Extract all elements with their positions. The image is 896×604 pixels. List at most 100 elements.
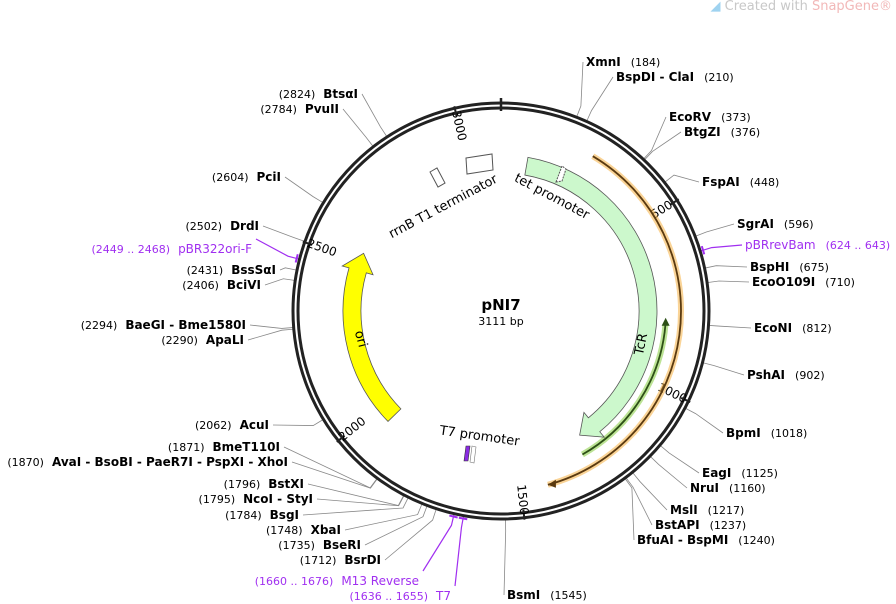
enzyme-name: BtsαI — [323, 87, 358, 101]
enzyme-site-label[interactable]: (1795) NcoI - StyI — [199, 492, 313, 506]
feature-label-tcr: TcR — [632, 332, 651, 358]
ruler-tick-label: 2500 — [305, 236, 338, 259]
orf-arc — [547, 155, 682, 486]
snapgene-logo-icon: ◢ — [710, 0, 721, 14]
plasmid-length: 3111 bp — [478, 315, 523, 328]
enzyme-position: (1018) — [771, 427, 808, 440]
enzyme-labels: XmnI (184)BspDI - ClaI (210) EcoRV (373)BtgZ… — [7, 55, 890, 603]
enzyme-position: (376) — [731, 126, 761, 139]
enzyme-site-label[interactable]: (2062) AcuI — [195, 418, 269, 432]
feature-lac-operator[interactable] — [469, 445, 477, 464]
enzyme-site-label[interactable]: (2406) BciVI — [182, 278, 261, 292]
features — [341, 153, 684, 488]
enzyme-position: (1748) — [266, 524, 303, 537]
enzyme-site-label[interactable]: XmnI (184) — [586, 55, 660, 69]
enzyme-site-label[interactable]: (2784) PvuII — [260, 102, 339, 116]
enzyme-position: (1217) — [708, 504, 745, 517]
primer-name: pBRrevBam — [745, 238, 816, 252]
enzyme-site-label[interactable]: BtgZI (376) — [684, 125, 760, 139]
enzyme-position: (710) — [825, 276, 855, 289]
enzyme-site-label[interactable]: (1735) BseRI — [278, 538, 361, 552]
enzyme-name: XmnI — [586, 55, 621, 69]
enzyme-site-label[interactable]: (1712) BsrDI — [300, 553, 381, 567]
enzyme-position: (373) — [721, 111, 751, 124]
enzyme-site-label[interactable]: PshAI (902) — [747, 368, 825, 382]
enzyme-position: (2431) — [187, 264, 224, 277]
enzyme-position: (2062) — [195, 419, 232, 432]
enzyme-name: BseRI — [323, 538, 361, 552]
enzyme-name: BsrDI — [344, 553, 381, 567]
cut-site-line — [247, 328, 293, 341]
enzyme-site-label[interactable]: EagI (1125) — [702, 466, 778, 480]
enzyme-position: (1712) — [300, 554, 337, 567]
enzyme-site-label[interactable]: NruI (1160) — [690, 481, 766, 495]
enzyme-position: (1796) — [224, 478, 261, 491]
enzyme-site-label[interactable]: (2290) ApaLI — [161, 333, 244, 347]
enzyme-name: AvaI - BsoBI - PaeR7I - PspXI - XhoI — [52, 455, 288, 469]
enzyme-site-label[interactable]: (2502) DrdI — [185, 219, 259, 233]
cut-site-line — [284, 176, 323, 203]
feature-t7-promoter[interactable] — [463, 445, 471, 462]
enzyme-site-label[interactable]: BspHI (675) — [750, 260, 829, 274]
enzyme-site-label[interactable]: FspAI (448) — [702, 175, 779, 189]
enzyme-site-label[interactable]: (1784) BsgI — [225, 508, 299, 522]
enzyme-name: AcuI — [240, 418, 269, 432]
enzyme-name: EcoNI — [754, 321, 792, 335]
cut-site-line — [703, 362, 745, 376]
cut-site-line — [644, 131, 682, 160]
enzyme-site-label[interactable]: (1796) BstXI — [224, 477, 304, 491]
enzyme-site-label[interactable]: (1748) XbaI — [266, 523, 341, 537]
cut-site-line — [707, 280, 750, 283]
feature-tet-promoter[interactable] — [555, 165, 567, 183]
enzyme-name: XbaI — [311, 523, 341, 537]
feature-label-ori: ori — [351, 329, 370, 349]
cut-site-lines — [247, 61, 752, 596]
feature-rrnb-t1-terminator-b[interactable] — [429, 167, 446, 188]
primer-label[interactable]: (1636 .. 1655) T7 — [349, 589, 451, 603]
enzyme-site-label[interactable]: MslI (1217) — [670, 503, 744, 517]
feature-tcr[interactable] — [524, 156, 658, 438]
plasmid-name: pNI7 — [481, 296, 520, 314]
enzyme-name: EcoO109I — [752, 275, 815, 289]
enzyme-name: BspHI — [750, 260, 789, 274]
enzyme-site-label[interactable]: SgrAI (596) — [737, 217, 814, 231]
enzyme-position: (1871) — [168, 441, 205, 454]
enzyme-site-label[interactable]: BfuAI - BspMI (1240) — [637, 533, 775, 547]
enzyme-site-label[interactable]: BstAPI (1237) — [655, 518, 746, 532]
primer-name: M13 Reverse — [341, 574, 419, 588]
primer-label[interactable]: pBRrevBam (624 .. 643) — [745, 238, 890, 252]
cut-site-line — [291, 461, 378, 489]
cut-site-line — [626, 477, 653, 526]
enzyme-name: BtgZI — [684, 125, 721, 139]
enzyme-site-label[interactable]: (2604) PciI — [212, 170, 281, 184]
feature-rrnb-t1-terminator-a[interactable] — [465, 153, 494, 175]
enzyme-site-label[interactable]: EcoNI (812) — [754, 321, 832, 335]
enzyme-site-label[interactable]: BsmI (1545) — [507, 588, 587, 602]
enzyme-name: BstXI — [268, 477, 304, 491]
enzyme-site-label[interactable]: (1870) AvaI - BsoBI - PaeR7I - PspXI - Xh… — [7, 455, 288, 469]
feature-ori[interactable] — [341, 252, 402, 423]
ruler-tick-label: 2000 — [336, 414, 369, 444]
ruler-tick — [453, 106, 458, 117]
enzyme-position: (2784) — [260, 103, 297, 116]
primer-mark — [700, 245, 706, 255]
primer-mark — [458, 516, 468, 521]
enzyme-site-label[interactable]: (2824) BtsαI — [279, 87, 358, 101]
feature-label-t7-promoter: T7 promoter — [438, 423, 522, 449]
enzyme-site-label[interactable]: (2431) BssSαI — [187, 263, 276, 277]
enzyme-name: ApaLI — [206, 333, 244, 347]
enzyme-position: (448) — [750, 176, 780, 189]
enzyme-site-label[interactable]: EcoO109I (710) — [752, 275, 855, 289]
enzyme-site-label[interactable]: (1871) BmeT110I — [168, 440, 280, 454]
primer-label[interactable]: (2449 .. 2468) pBR322ori-F — [92, 242, 253, 256]
enzyme-site-label[interactable]: EcoRV (373) — [669, 110, 751, 124]
enzyme-position: (1237) — [710, 519, 747, 532]
cut-site-line — [685, 408, 724, 434]
enzyme-site-label[interactable]: BpmI (1018) — [726, 426, 807, 440]
enzyme-site-label[interactable]: BspDI - ClaI (210) — [616, 70, 734, 84]
ruler-tick-label: 3000 — [449, 109, 469, 142]
ruler-tick — [302, 240, 313, 246]
enzyme-name: BstAPI — [655, 518, 700, 532]
enzyme-site-label[interactable]: (2294) BaeGI - Bme1580I — [81, 318, 246, 332]
primer-label[interactable]: (1660 .. 1676) M13 Reverse — [255, 574, 419, 588]
